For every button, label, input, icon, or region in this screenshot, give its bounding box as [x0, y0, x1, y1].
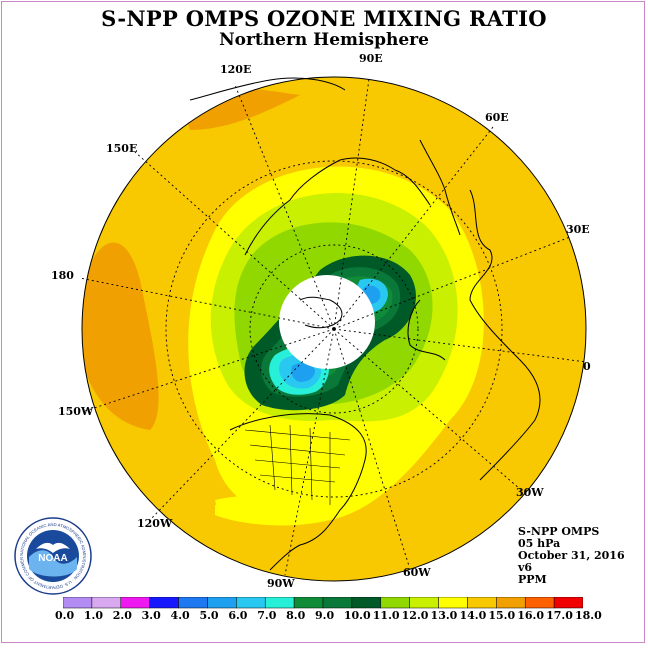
lon-label-30e: 30E — [566, 223, 590, 236]
colorbar-segment — [63, 597, 93, 609]
graticule — [79, 78, 587, 576]
noaa-logo: NOAA NATIONAL OCEANIC AND ATMOSPHERIC AD… — [14, 517, 92, 595]
lon-label-30w: 30W — [516, 486, 544, 499]
colorbar — [63, 597, 583, 609]
colorbar-segment — [496, 597, 526, 609]
lon-label-90e: 90E — [359, 52, 383, 65]
map-subtitle: Northern Hemisphere — [219, 30, 429, 50]
meridian-0 — [333, 328, 587, 363]
colorbar-segment — [351, 597, 382, 609]
colorbar-segment — [91, 597, 122, 609]
coastline-asia — [244, 157, 431, 256]
colorbar-segment — [264, 597, 295, 609]
latitude-circle-inner — [249, 244, 419, 414]
colorbar-segment — [438, 597, 468, 609]
colorbar-tick-label: 3.0 — [141, 609, 161, 622]
colorbar-tick-label: 10.0 — [343, 609, 371, 622]
meridian-120e — [234, 84, 335, 330]
colorbar-segment — [120, 597, 150, 609]
lon-label-0: 0 — [583, 360, 591, 373]
lon-label-60w: 60W — [403, 566, 431, 579]
colorbar-tick-label: 15.0 — [488, 609, 516, 622]
colorbar-tick-label: 17.0 — [546, 609, 573, 622]
colorbar-tick-label: 8.0 — [286, 609, 306, 622]
colorbar-segment — [524, 597, 555, 609]
meridian-30e — [333, 236, 571, 330]
colorbar-tick-label: 14.0 — [459, 609, 487, 622]
colorbar-tick-label: 18.0 — [575, 609, 602, 622]
meridian-30w — [333, 328, 521, 490]
colorbar-segment — [293, 597, 324, 609]
field-level-15-pacific — [82, 242, 159, 430]
meridian-120w — [149, 328, 335, 521]
lon-label-60e: 60E — [485, 111, 509, 124]
meridian-150e — [134, 151, 335, 330]
colorbar-segment — [409, 597, 439, 609]
coastline-africa-europe — [469, 189, 541, 481]
colorbar-tick-label: 2.0 — [112, 609, 132, 622]
colorbar-tick-label: 11.0 — [372, 609, 400, 622]
lon-label-90w: 90W — [267, 577, 295, 590]
coastline-scandinavia — [407, 299, 446, 361]
coastline-arctic — [299, 296, 343, 329]
coastline-asia-north — [189, 77, 346, 101]
meridian-150w — [84, 328, 335, 412]
meridian-60w — [333, 328, 410, 567]
info-instrument: S-NPP OMPS — [518, 525, 600, 538]
coastline-asia-east — [419, 139, 461, 236]
meridian-90w — [284, 328, 335, 576]
map-boundary — [81, 76, 587, 582]
colorbar-segment — [149, 597, 179, 609]
colorbar-segment — [178, 597, 208, 609]
coastline-north-america — [229, 413, 367, 571]
colorbar-segment — [322, 597, 353, 609]
info-version: v6 — [518, 561, 533, 574]
lon-label-120w: 120W — [137, 517, 173, 530]
colorbar-segment — [236, 597, 266, 609]
colorbar-tick-label: 6.0 — [228, 609, 248, 622]
latitude-circle-outer — [165, 160, 503, 498]
colorbar-tick-label: 1.0 — [83, 609, 104, 622]
colorbar-segment — [553, 597, 583, 609]
colorbar-segment — [380, 597, 410, 609]
noaa-logo-text: NOAA — [38, 553, 67, 564]
meridian-180 — [79, 277, 335, 330]
lon-label-150w: 150W — [58, 405, 94, 418]
lon-label-180: 180 — [51, 269, 74, 282]
info-level: 05 hPa — [518, 537, 561, 550]
lon-label-120e: 120E — [220, 63, 252, 76]
colorbar-tick-label: 5.0 — [199, 609, 219, 622]
info-date: October 31, 2016 — [518, 549, 625, 562]
field-level-13-patch — [215, 495, 320, 519]
lon-label-150e: 150E — [106, 142, 138, 155]
map-title: S-NPP OMPS OZONE MIXING RATIO — [101, 6, 547, 31]
colorbar-tick-label: 7.0 — [257, 609, 277, 622]
colorbar-segment — [207, 597, 237, 609]
polar-no-data-cap — [279, 275, 375, 369]
us-grid-lines — [244, 424, 351, 505]
colorbar-segment — [467, 597, 497, 609]
info-units: PPM — [518, 573, 547, 586]
colorbar-tick-label: 13.0 — [430, 609, 458, 622]
meridian-90e — [333, 78, 370, 330]
colorbar-tick-label: 0.0 — [55, 609, 75, 622]
colorbar-tick-label: 4.0 — [170, 609, 190, 622]
us-state-borders — [244, 424, 351, 505]
colorbar-tick-label: 12.0 — [401, 609, 429, 622]
colorbar-tick-label: 16.0 — [517, 609, 545, 622]
coastlines — [189, 77, 541, 571]
field-level-5 — [291, 362, 315, 382]
colorbar-tick-label: 9.0 — [315, 609, 335, 622]
